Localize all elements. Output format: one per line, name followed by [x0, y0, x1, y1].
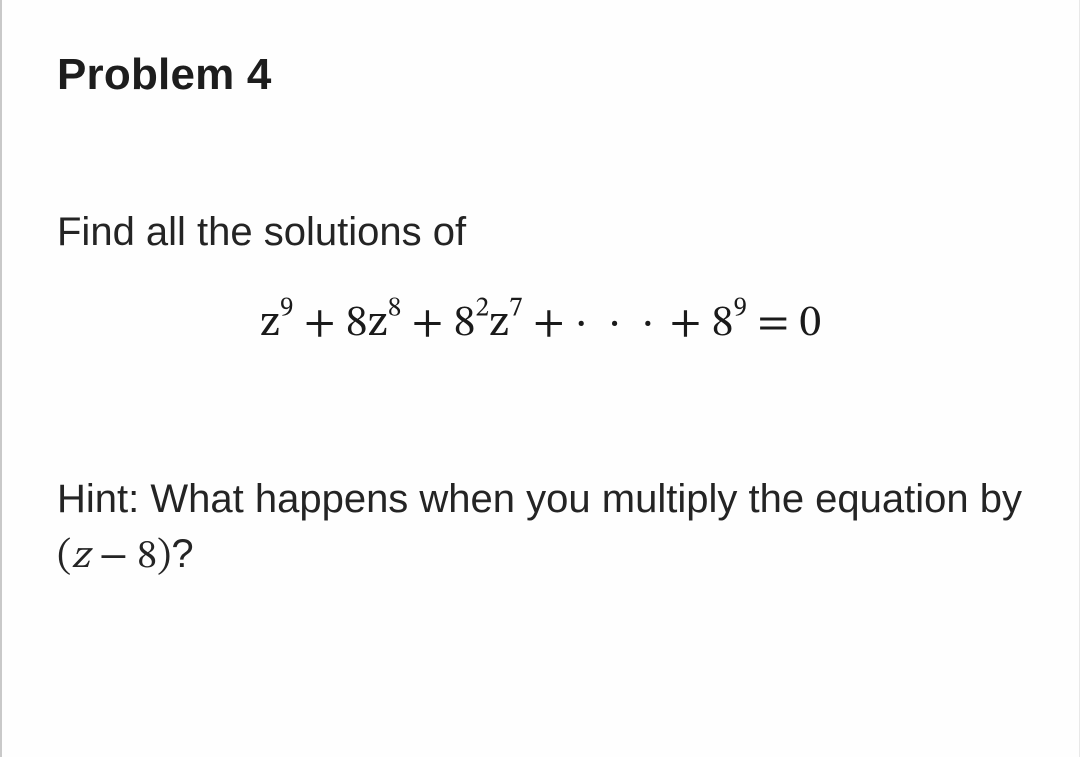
eq-ellipsis: · · · — [575, 302, 659, 346]
paren-close: ) — [157, 537, 171, 577]
eq-exp: 7 — [509, 295, 523, 322]
eq-coef: 8 — [454, 302, 476, 346]
hint-expression: (z − 8) — [57, 537, 171, 577]
problem-hint: Hint: What happens when you multiply the… — [57, 472, 1024, 585]
eq-term-3: 82z7 — [454, 302, 523, 346]
eq-coef-exp: 9 — [733, 295, 747, 322]
eq-exp: 9 — [280, 295, 294, 322]
eq-rhs: 0 — [799, 302, 821, 346]
eq-coef: 8 — [346, 302, 368, 346]
hint-var: z — [71, 537, 89, 577]
paren-open: ( — [57, 537, 71, 577]
eq-term-1: z9 — [260, 302, 294, 346]
problem-heading: Problem 4 — [57, 50, 1024, 100]
hint-qmark: ? — [171, 532, 193, 576]
problem-prompt: Find all the solutions of — [57, 210, 1024, 255]
minus-sign: − — [90, 537, 138, 577]
eq-var: z — [489, 302, 509, 346]
eq-var: z — [260, 302, 280, 346]
hint-num: 8 — [137, 537, 157, 577]
eq-term-5: 89 — [712, 302, 747, 346]
eq-coef-exp: 2 — [475, 295, 489, 322]
equation-display: z9 + 8z8 + 82z7 + · · · + 89 = 0 — [57, 297, 1024, 352]
hint-text: Hint: What happens when you multiply the… — [57, 477, 1022, 521]
eq-var: z — [368, 302, 388, 346]
eq-coef: 8 — [712, 302, 734, 346]
eq-exp: 8 — [388, 295, 402, 322]
eq-term-2: 8z8 — [346, 302, 401, 346]
problem-page: Problem 4 Find all the solutions of z9 +… — [0, 0, 1080, 757]
